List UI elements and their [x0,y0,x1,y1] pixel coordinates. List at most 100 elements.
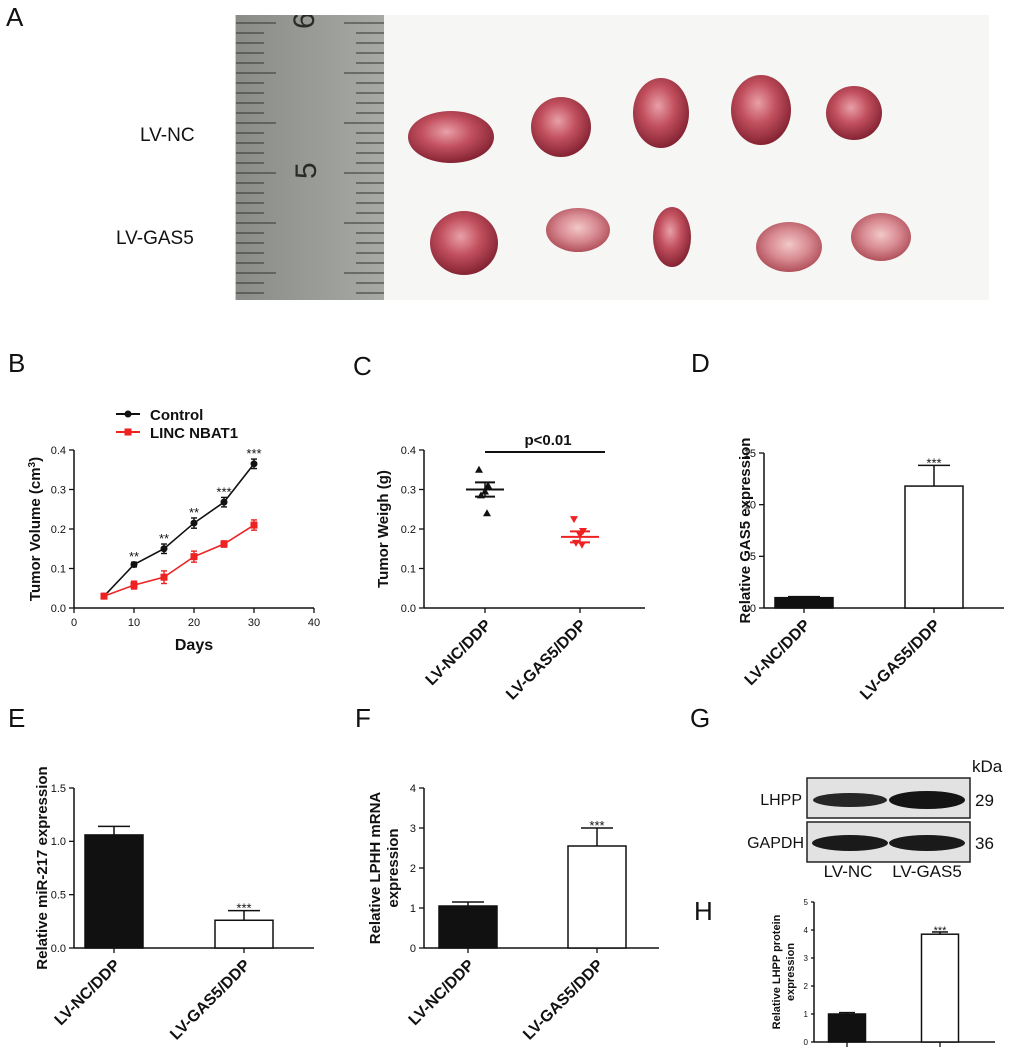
tumor-nc-5 [826,86,882,140]
x-tick-label: LV-GAS5/DDP [503,617,590,704]
legend-marker [124,410,132,418]
y-tick-label: 0 [410,943,416,955]
significance-marker: *** [246,446,261,461]
tumor-gas5-5 [851,213,911,261]
significance-marker: *** [216,484,231,499]
data-point [130,581,138,589]
chart-c-tumor-weight: 0.0 0.1 0.2 0.3 0.4 Tumor Weigh (g) LV-NC/DDP L… [375,432,645,703]
significance-marker: ** [189,505,199,520]
blot-lane-label-gas5: LV-GAS5 [892,862,962,881]
blot-band-gapdh-nc [812,835,888,851]
y-tick-label: 0.5 [51,890,66,902]
blot-row-label-gapdh: GAPDH [747,835,804,852]
data-point [130,561,138,569]
blot-band-lhpp-gas5 [889,791,965,809]
western-blot: kDa LHPP GAPDH 29 36 LV-NC LV-GAS5 [747,757,1003,881]
data-point [475,465,483,473]
tumor-gas5-2 [546,208,610,252]
significance-marker: *** [934,925,948,937]
tumor-gas5-1 [430,211,498,275]
data-point [484,481,492,489]
data-point [160,545,168,553]
significance-marker: *** [589,818,604,833]
y-axis-label: Relative LPHH mRNA [367,792,384,945]
y-tick-label: 0.1 [51,563,66,575]
y-axis-label: Relative miR-217 expression [34,766,51,969]
y-axis-label: expression [785,943,797,1001]
bar-2 [904,485,964,609]
panel-label-g: G [690,703,711,733]
data-point [160,573,168,581]
legend-marker [124,428,132,436]
tumor-nc-1 [408,111,494,163]
y-tick-label: 1.0 [51,836,66,848]
bar-2 [214,919,274,949]
y-tick-label: 5 [804,898,809,907]
panel-label-e: E [8,703,26,733]
y-tick-label: 0 [750,603,756,615]
ruler-number-5: 5 [290,162,323,179]
y-tick-label: 10 [744,500,756,512]
x-tick-label: 40 [308,617,320,629]
panel-label-d: D [691,348,710,378]
ruler-ticks [236,22,384,294]
data-point [250,521,258,529]
ruler [236,15,384,300]
tumor-nc-2 [531,97,591,157]
x-tick-label: LV-NC/DDP [742,617,814,689]
y-tick-label: 2 [410,863,416,875]
y-axis-label: Tumor Weigh (g) [375,470,392,588]
y-tick-label: 0.2 [401,524,416,536]
y-tick-label: 0.0 [51,943,66,955]
panel-label-h: H [694,896,713,926]
series-line-1 [103,463,255,597]
bar-1 [774,596,834,609]
data-point [570,516,578,524]
legend-label-2: LINC NBAT1 [150,425,238,442]
data-point [572,539,580,547]
y-tick-label: 0.0 [401,603,416,615]
panel-label-a: A [6,2,24,32]
x-tick-label: LV-GAS5/DDP [520,957,607,1044]
y-tick-label: 15 [744,448,756,460]
ruler-number-6: 6 [288,15,321,29]
data-point [190,553,198,561]
data-point [578,541,586,549]
y-tick-label: 3 [804,954,809,963]
y-tick-label: 0.2 [51,524,66,536]
y-tick-label: 0.4 [401,445,416,457]
x-tick-label: 20 [188,617,200,629]
x-tick-label: LV-GAS5/DDP [857,617,944,704]
panel-label-b: B [8,348,26,378]
bar-2 [920,933,960,1043]
legend-label-1: Control [150,407,203,424]
y-tick-label: 0.0 [51,603,66,615]
x-tick-label: LV-NC/DDP [52,957,124,1029]
bar-2 [567,845,627,949]
data-point [579,527,587,535]
y-axis-label: Tumor Volume (cm3) [27,457,45,601]
y-tick-label: 0.3 [51,484,66,496]
data-point [477,491,485,499]
blot-kda-lhpp: 29 [975,791,994,810]
x-tick-label: LV-NC/DDP [423,617,495,689]
panel-label-c: C [353,351,372,381]
significance-marker: ** [159,531,169,546]
chart-b-tumor-volume: 0.0 0.1 0.2 0.3 0.4 0 10 20 30 40 Days Tumor Volume… [27,407,321,654]
bar-1 [438,905,498,949]
y-tick-label: 0 [804,1038,809,1047]
row-label-lv-nc: LV-NC [140,125,195,146]
y-tick-label: 3 [410,823,416,835]
data-point [483,509,491,517]
x-tick-label: 30 [248,617,260,629]
y-tick-label: 1 [804,1010,809,1019]
y-axis-label: Relative GAS5 expression [737,438,754,624]
bar-1 [827,1013,867,1043]
chart-f-lphh-mrna: 0 1 2 3 4 Relative LPHH mRNA expression LV-NC/D… [367,783,659,1044]
row-label-lv-gas5: LV-GAS5 [116,228,194,249]
y-tick-label: 1.5 [51,783,66,795]
y-axis-label: Relative LHPP protein [771,914,783,1029]
